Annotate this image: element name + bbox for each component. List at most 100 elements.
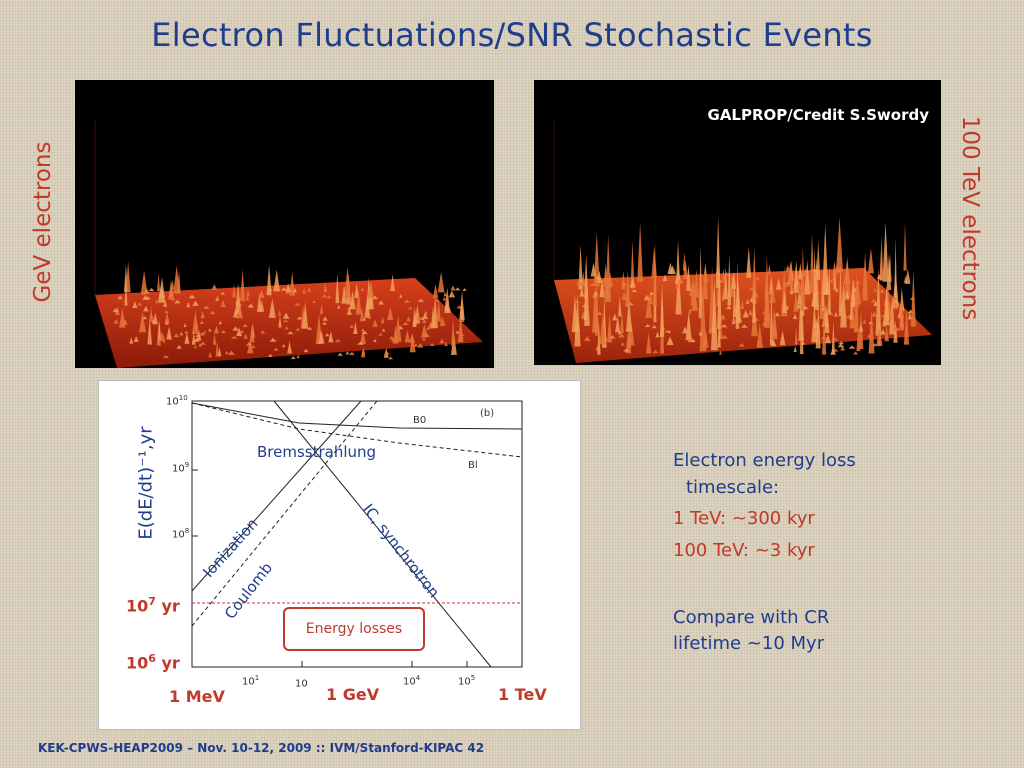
density-spike bbox=[416, 315, 420, 321]
density-spike bbox=[448, 290, 456, 298]
density-spike bbox=[184, 330, 189, 334]
density-spike bbox=[296, 316, 304, 320]
density-spike bbox=[381, 328, 386, 332]
y-tick-1e8: 108 bbox=[172, 527, 190, 541]
density-spike bbox=[576, 278, 582, 285]
density-spike bbox=[215, 297, 220, 301]
density-spike bbox=[246, 340, 254, 354]
density-spike bbox=[266, 264, 272, 296]
density-spike bbox=[367, 315, 372, 319]
density-spike bbox=[296, 354, 300, 359]
density-spike bbox=[122, 319, 128, 325]
density-spike bbox=[176, 345, 183, 349]
curve-b0 bbox=[191, 402, 523, 430]
density-spike bbox=[811, 286, 819, 307]
density-spike bbox=[809, 233, 815, 293]
density-spike bbox=[166, 326, 172, 340]
density-spike bbox=[593, 325, 598, 332]
density-spike bbox=[284, 326, 289, 330]
density-spike bbox=[149, 305, 153, 322]
density-spike bbox=[273, 347, 279, 351]
density-spike bbox=[335, 273, 340, 304]
density-spike bbox=[152, 312, 158, 325]
notes-line-5: Compare with CR bbox=[673, 607, 830, 628]
density-spike bbox=[290, 356, 296, 360]
density-spike bbox=[390, 274, 395, 292]
density-spike bbox=[158, 331, 166, 341]
density-spike bbox=[726, 305, 732, 310]
density-spike bbox=[421, 337, 427, 341]
density-spike bbox=[868, 308, 875, 354]
density-spike bbox=[774, 312, 781, 317]
density-spike bbox=[349, 290, 356, 310]
density-spike bbox=[402, 321, 409, 326]
density-spike bbox=[735, 260, 740, 329]
density-spike bbox=[383, 351, 390, 355]
density-spike bbox=[853, 270, 859, 333]
density-spike bbox=[732, 278, 737, 317]
density-spike bbox=[141, 316, 148, 320]
density-spike bbox=[302, 287, 306, 294]
density-spike bbox=[662, 274, 668, 282]
density-spike bbox=[212, 333, 217, 345]
density-spike bbox=[593, 290, 599, 296]
density-spike bbox=[875, 267, 882, 336]
density-spike bbox=[387, 306, 394, 321]
density-spike bbox=[302, 301, 309, 329]
density-spike bbox=[792, 313, 798, 319]
density-spike bbox=[434, 298, 440, 302]
density-spike bbox=[230, 335, 238, 339]
density-spike bbox=[741, 324, 748, 328]
density-spike bbox=[752, 282, 756, 323]
density-spike bbox=[720, 324, 728, 328]
density-spike bbox=[378, 300, 385, 305]
density-spike bbox=[891, 296, 898, 301]
density-spike bbox=[666, 336, 674, 346]
density-spike bbox=[771, 307, 778, 340]
density-spike bbox=[156, 273, 161, 292]
x-tick-10: 10 bbox=[295, 678, 308, 690]
density-spike bbox=[183, 323, 187, 327]
density-spike bbox=[599, 315, 606, 345]
density-spike bbox=[249, 325, 255, 343]
density-spike bbox=[337, 304, 341, 309]
density-spike bbox=[133, 336, 139, 342]
density-spike bbox=[162, 338, 166, 343]
one-million-year-label: 106 yr bbox=[126, 652, 180, 673]
density-spike bbox=[444, 299, 450, 314]
density-spike bbox=[179, 331, 184, 336]
density-spike bbox=[273, 269, 281, 292]
density-spike bbox=[345, 351, 350, 355]
density-spike bbox=[717, 265, 722, 329]
density-spike bbox=[421, 323, 428, 338]
curve-ionization bbox=[191, 400, 362, 592]
density-spike bbox=[748, 308, 753, 316]
density-spike bbox=[629, 277, 636, 288]
density-spike bbox=[603, 263, 609, 287]
density-spike bbox=[287, 341, 293, 354]
density-spike bbox=[682, 252, 686, 271]
density-spike bbox=[399, 293, 403, 298]
density-spike bbox=[295, 327, 301, 331]
density-spike bbox=[412, 319, 417, 327]
density-spike bbox=[867, 248, 874, 274]
density-spike bbox=[215, 295, 220, 299]
energy-loss-plot bbox=[98, 380, 581, 730]
density-spike bbox=[775, 277, 782, 290]
density-spike bbox=[710, 279, 718, 351]
tev-electrons-simulation-image: GALPROP/Credit S.Swordy bbox=[534, 80, 941, 365]
density-spike bbox=[599, 278, 605, 298]
density-spike bbox=[406, 316, 411, 322]
density-spike bbox=[184, 331, 190, 344]
energy-losses-box: Energy losses bbox=[283, 607, 425, 651]
density-spike bbox=[892, 325, 898, 331]
density-spike bbox=[876, 274, 882, 280]
slide-title: Electron Fluctuations/SNR Stochastic Eve… bbox=[151, 16, 873, 54]
density-spike bbox=[621, 270, 626, 290]
density-spike bbox=[188, 294, 196, 299]
density-spike bbox=[154, 299, 159, 304]
ten-million-year-label: 107 yr bbox=[126, 595, 180, 616]
density-spike bbox=[767, 264, 772, 275]
density-spike bbox=[381, 316, 385, 324]
density-spike bbox=[455, 330, 460, 334]
